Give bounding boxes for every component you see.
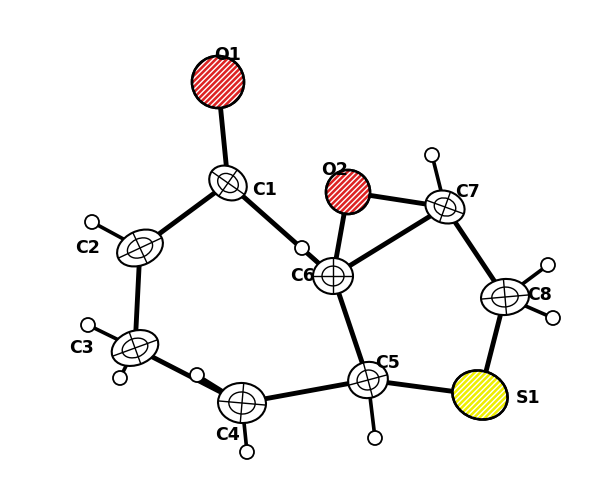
Circle shape — [190, 368, 204, 382]
Ellipse shape — [192, 56, 244, 108]
Ellipse shape — [452, 370, 508, 420]
Text: S1: S1 — [516, 389, 541, 407]
Text: C8: C8 — [528, 286, 553, 304]
Text: C1: C1 — [252, 181, 277, 199]
Ellipse shape — [313, 258, 353, 294]
Circle shape — [113, 371, 127, 385]
Text: C5: C5 — [376, 354, 401, 372]
Circle shape — [81, 318, 95, 332]
Ellipse shape — [326, 170, 370, 214]
Circle shape — [541, 258, 555, 272]
Text: C6: C6 — [291, 267, 316, 285]
Text: O1: O1 — [215, 46, 241, 64]
Circle shape — [425, 148, 439, 162]
Circle shape — [368, 431, 382, 445]
Circle shape — [240, 445, 254, 459]
Ellipse shape — [117, 229, 163, 267]
Ellipse shape — [209, 166, 247, 200]
Circle shape — [85, 215, 99, 229]
Circle shape — [546, 311, 560, 325]
Text: C7: C7 — [455, 183, 480, 201]
Text: C3: C3 — [70, 339, 94, 357]
Circle shape — [295, 241, 309, 255]
Ellipse shape — [426, 191, 465, 224]
Ellipse shape — [112, 330, 158, 366]
Text: C2: C2 — [75, 239, 100, 257]
Ellipse shape — [348, 362, 388, 398]
Text: O2: O2 — [322, 161, 348, 179]
Ellipse shape — [481, 279, 529, 315]
Text: C4: C4 — [216, 426, 240, 444]
Ellipse shape — [218, 383, 266, 423]
